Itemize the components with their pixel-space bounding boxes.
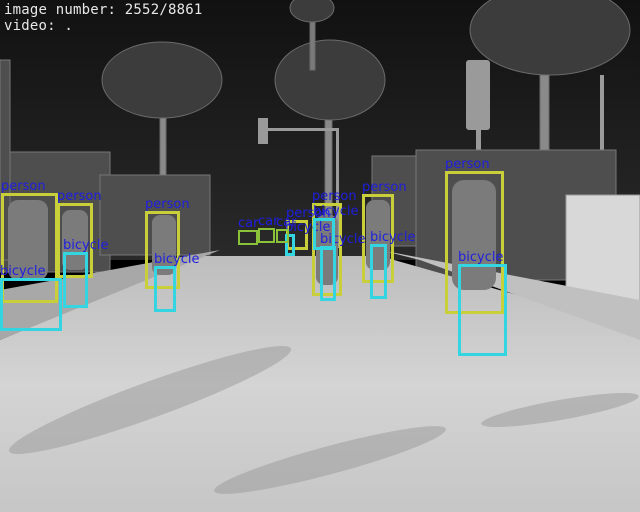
car-detection-box: [258, 228, 275, 243]
bicycle-detection-label: bicycle: [458, 250, 504, 265]
person-detection-label: person: [362, 180, 407, 195]
bicycle-detection-label: bicycle: [370, 230, 416, 245]
car-detection-label: car: [276, 215, 297, 230]
car-detection-label: car: [238, 216, 259, 231]
person-detection-box: [362, 194, 394, 283]
person-detection-label: person: [1, 179, 46, 194]
person-detection-box: [1, 193, 58, 303]
person-detection-label: person: [286, 206, 331, 221]
image-number-readout: image number: 2552/8861: [4, 2, 203, 18]
car-detection-box: [238, 230, 258, 245]
bicycle-detection-box: [63, 252, 88, 308]
bicycle-detection-box: [370, 244, 387, 299]
bicycle-detection-label: bicycle: [0, 264, 46, 279]
bicycle-detection-box: [458, 264, 507, 356]
video-readout: video: .: [4, 18, 74, 34]
person-detection-box: [145, 211, 180, 289]
bicycle-detection-label: bicycle: [320, 232, 366, 247]
person-detection-label: person: [57, 189, 102, 204]
bicycle-detection-box: [313, 218, 335, 250]
person-detection-label: person: [445, 157, 490, 172]
bicycle-detection-label: bicycle: [63, 238, 109, 253]
car-detection-label: car: [258, 214, 279, 229]
person-detection-box: [445, 171, 504, 314]
bicycle-detection-box: [0, 278, 62, 331]
person-detection-box: [57, 203, 93, 278]
bicycle-detection-box: [285, 234, 295, 256]
bicycle-detection-label: bicycle: [285, 220, 331, 235]
bicycle-detection-label: bicycle: [313, 204, 359, 219]
bicycle-detection-box: [320, 246, 336, 301]
bicycle-detection-label: bicycle: [154, 252, 200, 267]
person-detection-label: person: [312, 189, 357, 204]
car-detection-box: [276, 229, 289, 243]
bicycle-detection-box: [154, 266, 176, 312]
person-detection-label: person: [145, 197, 190, 212]
